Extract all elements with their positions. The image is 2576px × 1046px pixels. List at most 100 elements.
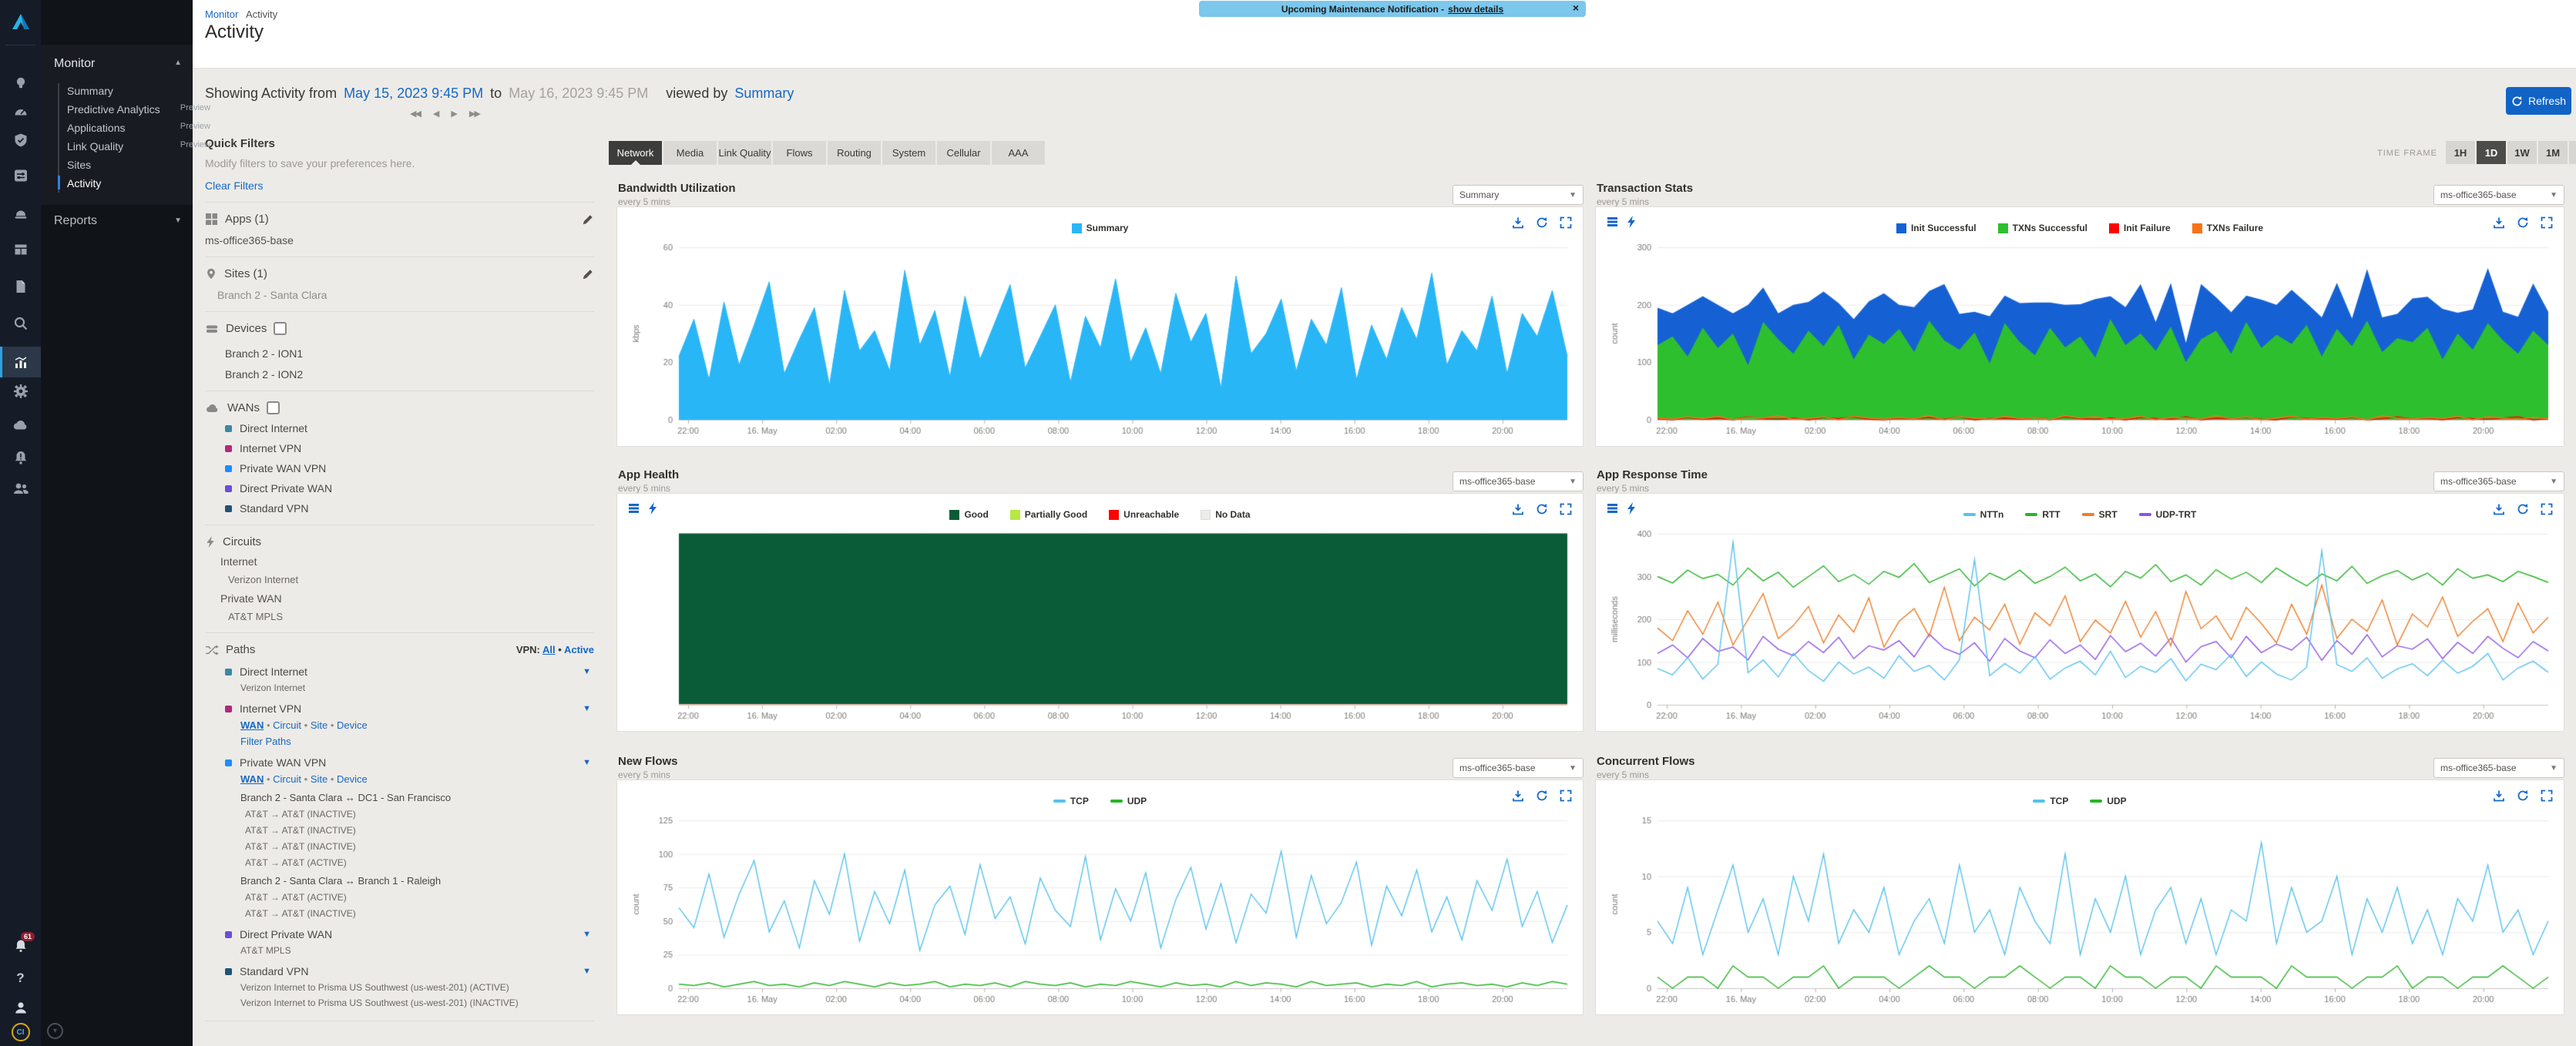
table-view-icon[interactable] [1607, 502, 1620, 515]
edit-sites-pencil-icon[interactable] [582, 268, 594, 280]
menu-item-summary[interactable]: Summary [67, 85, 183, 97]
cloud-icon[interactable] [0, 416, 41, 434]
concurrent-flows-app-select[interactable]: ms-office365-base▼ [2433, 758, 2564, 778]
panel-collapse-icon[interactable]: ▾ [47, 1023, 63, 1039]
path-pair-title[interactable]: Branch 2 - Santa Clara ↔ DC1 - San Franc… [205, 792, 594, 803]
app-response-time-canvas[interactable] [1596, 494, 2565, 733]
legend-item[interactable]: TXNs Successful [1998, 223, 2087, 233]
reload-icon[interactable] [2517, 790, 2529, 802]
search-icon[interactable] [0, 314, 41, 333]
step-first-icon[interactable]: ◀◀ [410, 109, 420, 119]
chevron-down-icon[interactable]: ▼ [583, 667, 591, 676]
path-hop[interactable]: AT&T → AT&T (ACTIVE) [205, 857, 594, 868]
legend-item[interactable]: Good [949, 509, 988, 520]
legend-item[interactable]: RTT [2025, 509, 2060, 520]
path-child[interactable]: AT&T MPLS [205, 945, 594, 956]
show-details-link[interactable]: show details [1448, 4, 1503, 15]
device-item[interactable]: Branch 2 - ION1 [205, 347, 594, 360]
step-last-icon[interactable]: ▶▶ [469, 109, 479, 119]
lightning-icon[interactable] [648, 502, 657, 515]
document-icon[interactable] [0, 277, 41, 296]
wan-item[interactable]: Private WAN VPN [205, 462, 594, 474]
wan-item[interactable]: Standard VPN [205, 502, 594, 515]
site-link[interactable]: Site [311, 773, 327, 785]
rail-item-activity-active[interactable] [0, 347, 41, 377]
legend-item[interactable]: Unreachable [1109, 509, 1179, 520]
legend-item[interactable]: Summary [1072, 223, 1129, 233]
wans-checkbox[interactable] [267, 401, 280, 414]
tab-cellular[interactable]: Cellular [937, 141, 990, 165]
gear-icon[interactable] [0, 382, 41, 401]
circuit-group[interactable]: Private WAN [205, 592, 594, 605]
chevron-up-icon[interactable]: ▲ [174, 59, 182, 67]
to-date[interactable]: May 16, 2023 9:45 PM [509, 85, 648, 102]
app-filter-value[interactable]: ms-office365-base [205, 234, 594, 246]
expand-icon[interactable] [1560, 503, 1572, 515]
download-icon[interactable] [2493, 503, 2505, 515]
app-health-app-select[interactable]: ms-office365-base▼ [1453, 471, 1584, 491]
circuit-item[interactable]: Verizon Internet [205, 574, 594, 585]
expand-icon[interactable] [2541, 503, 2553, 515]
vpn-all-link[interactable]: All [542, 644, 556, 655]
chevron-down-icon[interactable]: ▼ [583, 758, 591, 767]
timeframe-1w[interactable]: 1W [2507, 141, 2537, 164]
bandwidth-view-select[interactable]: Summary▼ [1453, 185, 1584, 205]
path-hop[interactable]: AT&T → AT&T (INACTIVE) [205, 908, 594, 919]
tab-link-quality[interactable]: Link Quality [718, 141, 771, 165]
app-health-canvas[interactable] [617, 494, 1584, 733]
user-icon[interactable] [0, 998, 41, 1017]
legend-item[interactable]: UDP-TRT [2139, 509, 2197, 520]
banner-close-icon[interactable]: × [1573, 2, 1579, 14]
path-group-private-wan-vpn[interactable]: Private WAN VPN ▼ [205, 756, 594, 769]
alert-bell-icon[interactable] [0, 448, 41, 467]
avatar[interactable]: CI [0, 1021, 41, 1043]
path-group-direct-internet[interactable]: Direct Internet ▼ [205, 665, 594, 678]
new-flows-canvas[interactable] [617, 780, 1584, 1016]
edit-apps-pencil-icon[interactable] [582, 213, 594, 226]
site-filter-value[interactable]: Branch 2 - Santa Clara [205, 289, 594, 301]
wan-link[interactable]: WAN [240, 773, 264, 785]
download-icon[interactable] [1512, 790, 1524, 802]
circuit-link[interactable]: Circuit [273, 719, 301, 731]
path-hop[interactable]: AT&T → AT&T (ACTIVE) [205, 892, 594, 903]
path-child[interactable]: Verizon Internet to Prisma US Southwest … [205, 982, 594, 993]
step-back-icon[interactable]: ◀ [433, 109, 438, 119]
tab-aaa[interactable]: AAA [992, 141, 1045, 165]
menu-item-activity[interactable]: Activity [67, 177, 183, 189]
notifications-bell-icon[interactable]: 61 [0, 937, 41, 955]
menu-item-sites[interactable]: Sites [67, 159, 183, 171]
app-response-time-app-select[interactable]: ms-office365-base▼ [2433, 471, 2564, 491]
menu-item-applications[interactable]: ApplicationsPreview [67, 122, 183, 134]
path-group-standard-vpn[interactable]: Standard VPN ▼ [205, 965, 594, 977]
lightbulb-icon[interactable] [0, 74, 41, 92]
lightning-icon[interactable] [1627, 502, 1636, 515]
tab-flows[interactable]: Flows [773, 141, 826, 165]
expand-icon[interactable] [1560, 216, 1572, 229]
timeframe-1m[interactable]: 1M [2538, 141, 2568, 164]
view-mode-link[interactable]: Summary [734, 85, 794, 102]
tab-routing[interactable]: Routing [828, 141, 881, 165]
legend-item[interactable]: Init Successful [1896, 223, 1977, 233]
from-date[interactable]: May 15, 2023 9:45 PM [344, 85, 483, 102]
wan-item[interactable]: Direct Private WAN [205, 482, 594, 495]
table-view-icon[interactable] [1607, 216, 1620, 228]
bandwidth-utilization-canvas[interactable] [617, 207, 1584, 448]
legend-item[interactable]: UDP [1110, 796, 1147, 806]
expand-icon[interactable] [2541, 216, 2553, 229]
legend-item[interactable]: No Data [1201, 509, 1250, 520]
path-group-internet-vpn[interactable]: Internet VPN ▼ [205, 702, 594, 715]
shield-icon[interactable] [0, 131, 41, 149]
table-view-icon[interactable] [628, 502, 641, 515]
tab-network[interactable]: Network [609, 141, 662, 165]
users-icon[interactable] [0, 479, 41, 498]
path-hop[interactable]: AT&T → AT&T (INACTIVE) [205, 825, 594, 836]
device-link[interactable]: Device [337, 719, 368, 731]
help-icon[interactable]: ? [0, 969, 41, 987]
wan-link[interactable]: WAN [240, 719, 264, 731]
download-icon[interactable] [1512, 503, 1524, 515]
menu-item-predictive-analytics[interactable]: Predictive AnalyticsPreview [67, 103, 183, 116]
new-flows-app-select[interactable]: ms-office365-base▼ [1453, 758, 1584, 778]
legend-item[interactable]: Partially Good [1010, 509, 1087, 520]
chevron-down-icon[interactable]: ▼ [583, 930, 591, 939]
reload-icon[interactable] [2517, 216, 2529, 229]
